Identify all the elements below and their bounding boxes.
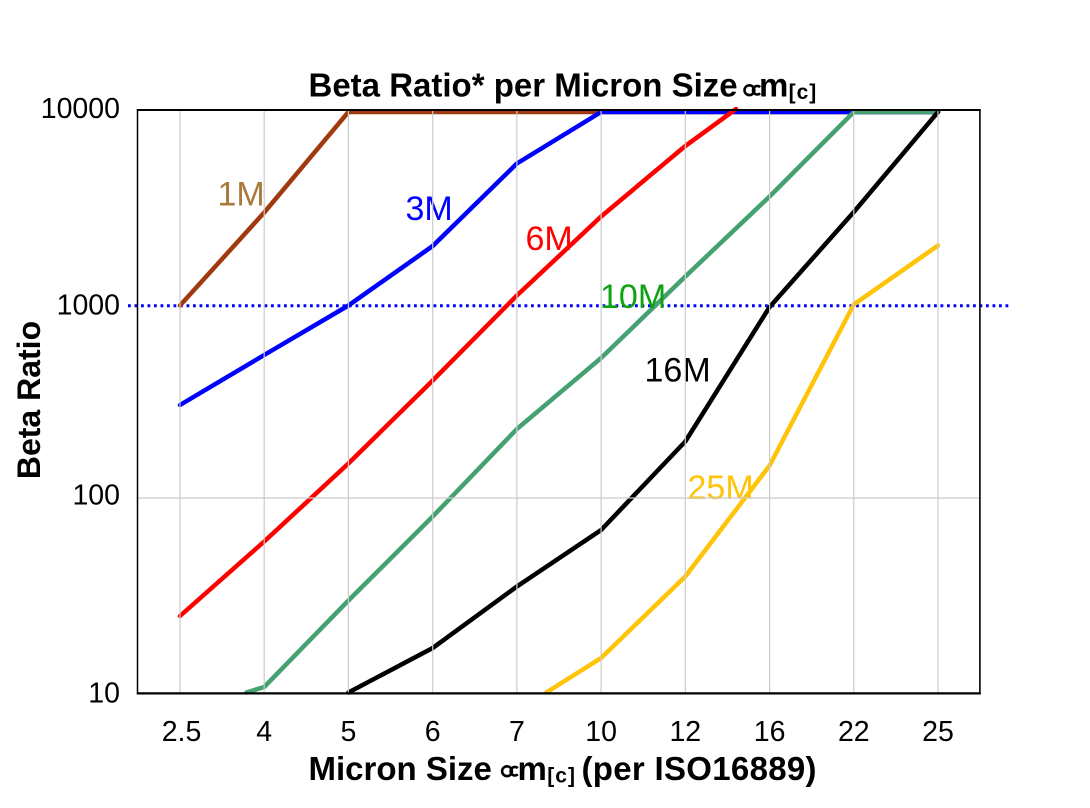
svg-text:m: m [759,67,788,104]
svg-text:10: 10 [585,716,617,748]
svg-text:6M: 6M [526,220,573,258]
svg-text:4: 4 [256,716,272,748]
svg-text:100: 100 [72,480,120,512]
svg-text:16: 16 [754,716,786,748]
svg-text:(per ISO16889): (per ISO16889) [582,750,817,787]
svg-text:m: m [518,750,547,787]
svg-text:10M: 10M [600,278,666,316]
svg-text:12: 12 [669,716,701,748]
svg-text:5: 5 [340,716,356,748]
svg-text:3M: 3M [406,190,453,228]
svg-text:Beta Ratio: Beta Ratio [11,321,47,479]
svg-text:2.5: 2.5 [162,716,202,748]
svg-text:Micron Size: Micron Size [309,750,492,787]
svg-text:1000: 1000 [57,289,120,321]
svg-text:Beta Ratio* per Micron Size: Beta Ratio* per Micron Size [309,67,738,104]
svg-text:[c]: [c] [789,81,818,104]
svg-text:[c]: [c] [547,765,576,788]
svg-text:1M: 1M [218,176,265,214]
svg-text:7: 7 [509,716,525,748]
svg-text:22: 22 [838,716,870,748]
svg-text:6: 6 [425,716,441,748]
svg-text:16M: 16M [645,352,711,390]
svg-text:10: 10 [88,678,120,710]
svg-text:25M: 25M [688,469,754,507]
svg-text:10000: 10000 [41,93,120,125]
svg-text:25: 25 [922,716,954,748]
